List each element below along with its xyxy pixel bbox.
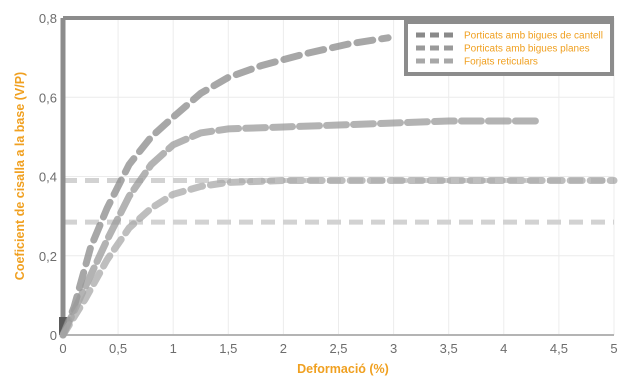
x-tick-label: 1,5 <box>219 341 237 356</box>
x-tick-label: 2 <box>280 341 287 356</box>
x-tick-label: 3 <box>390 341 397 356</box>
legend-box <box>404 20 614 76</box>
x-axis-label: Deformació (%) <box>297 362 389 376</box>
x-tick-label: 5 <box>610 341 617 356</box>
x-tick-label: 2,5 <box>329 341 347 356</box>
x-tick-label: 0,5 <box>109 341 127 356</box>
y-tick-label: 0,8 <box>39 11 57 26</box>
series-line <box>59 34 392 339</box>
legend-entry: Forjats reticulars <box>464 57 538 68</box>
y-tick-label: 0,4 <box>39 170 57 185</box>
series-lines <box>59 34 618 339</box>
y-tick-label: 0,6 <box>39 90 57 105</box>
series-line <box>59 177 618 339</box>
x-tick-label: 0 <box>59 341 66 356</box>
y-tick-label: 0 <box>50 328 57 343</box>
legend-entry: Porticats amb bigues de cantell <box>464 31 603 42</box>
x-tick-label: 4,5 <box>550 341 568 356</box>
tick-labels: 0 0,5 1 1,5 2 2,5 3 3,5 4 4,5 5 0 0,2 0,4 0,6 0,8 <box>39 11 618 356</box>
x-tick-label: 4 <box>500 341 507 356</box>
legend: Porticats amb bigues de cantell Porticats… <box>404 20 614 76</box>
series-line <box>59 117 541 339</box>
legend-entry: Porticats amb bigues planes <box>464 44 590 55</box>
y-axis-label: Coeficient de cisalla a la base (V/P) <box>13 72 27 280</box>
x-tick-label: 3,5 <box>440 341 458 356</box>
y-tick-label: 0,2 <box>39 249 57 264</box>
x-tick-label: 1 <box>170 341 177 356</box>
